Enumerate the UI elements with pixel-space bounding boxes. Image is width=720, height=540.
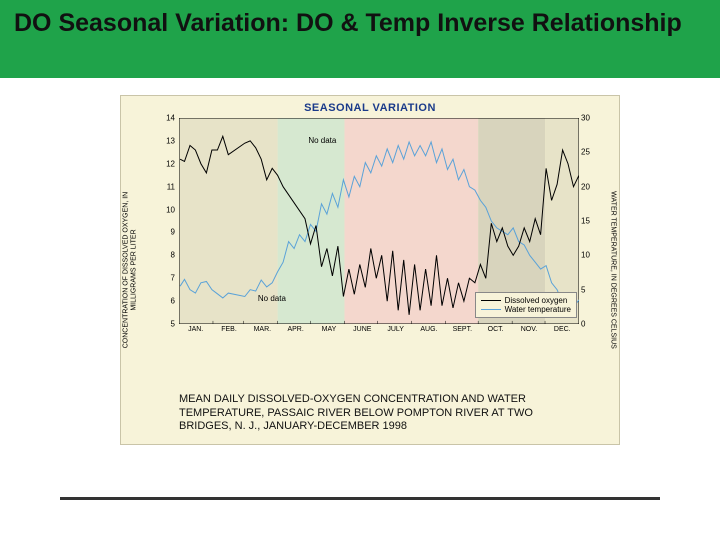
y-axis-left-label: CONCENTRATION OF DISSOLVED OXYGEN, IN MI… [122, 185, 137, 355]
no-data-label-1: No data [308, 136, 336, 145]
chart-title: SEASONAL VARIATION [121, 96, 619, 114]
legend-temp-label: Water temperature [505, 305, 571, 314]
x-month-labels: JAN.FEB.MAR.APR.MAYJUNEJULYAUG.SEPT.OCT.… [179, 326, 579, 336]
figure-caption: MEAN DAILY DISSOLVED-OXYGEN CONCENTRATIO… [179, 393, 579, 434]
legend-do-swatch [481, 300, 501, 302]
y-right-ticks: 051015202530 [579, 118, 593, 324]
no-data-label-2: No data [258, 294, 286, 303]
legend-do-label: Dissolved oxygen [505, 296, 568, 305]
legend-do: Dissolved oxygen [481, 296, 571, 305]
footer-rule [60, 497, 660, 500]
slide-header: DO Seasonal Variation: DO & Temp Inverse… [0, 0, 720, 78]
slide-title: DO Seasonal Variation: DO & Temp Inverse… [14, 8, 706, 39]
legend-temp: Water temperature [481, 305, 571, 314]
seasonal-variation-figure: SEASONAL VARIATION CONCENTRATION OF DISS… [120, 95, 620, 445]
legend-temp-swatch [481, 309, 501, 311]
legend: Dissolved oxygen Water temperature [475, 292, 577, 318]
y-axis-right-label: WATER TEMPERATURE, IN DEGREES CELSIUS [610, 170, 617, 370]
y-left-ticks: 567891011121314 [163, 118, 177, 324]
